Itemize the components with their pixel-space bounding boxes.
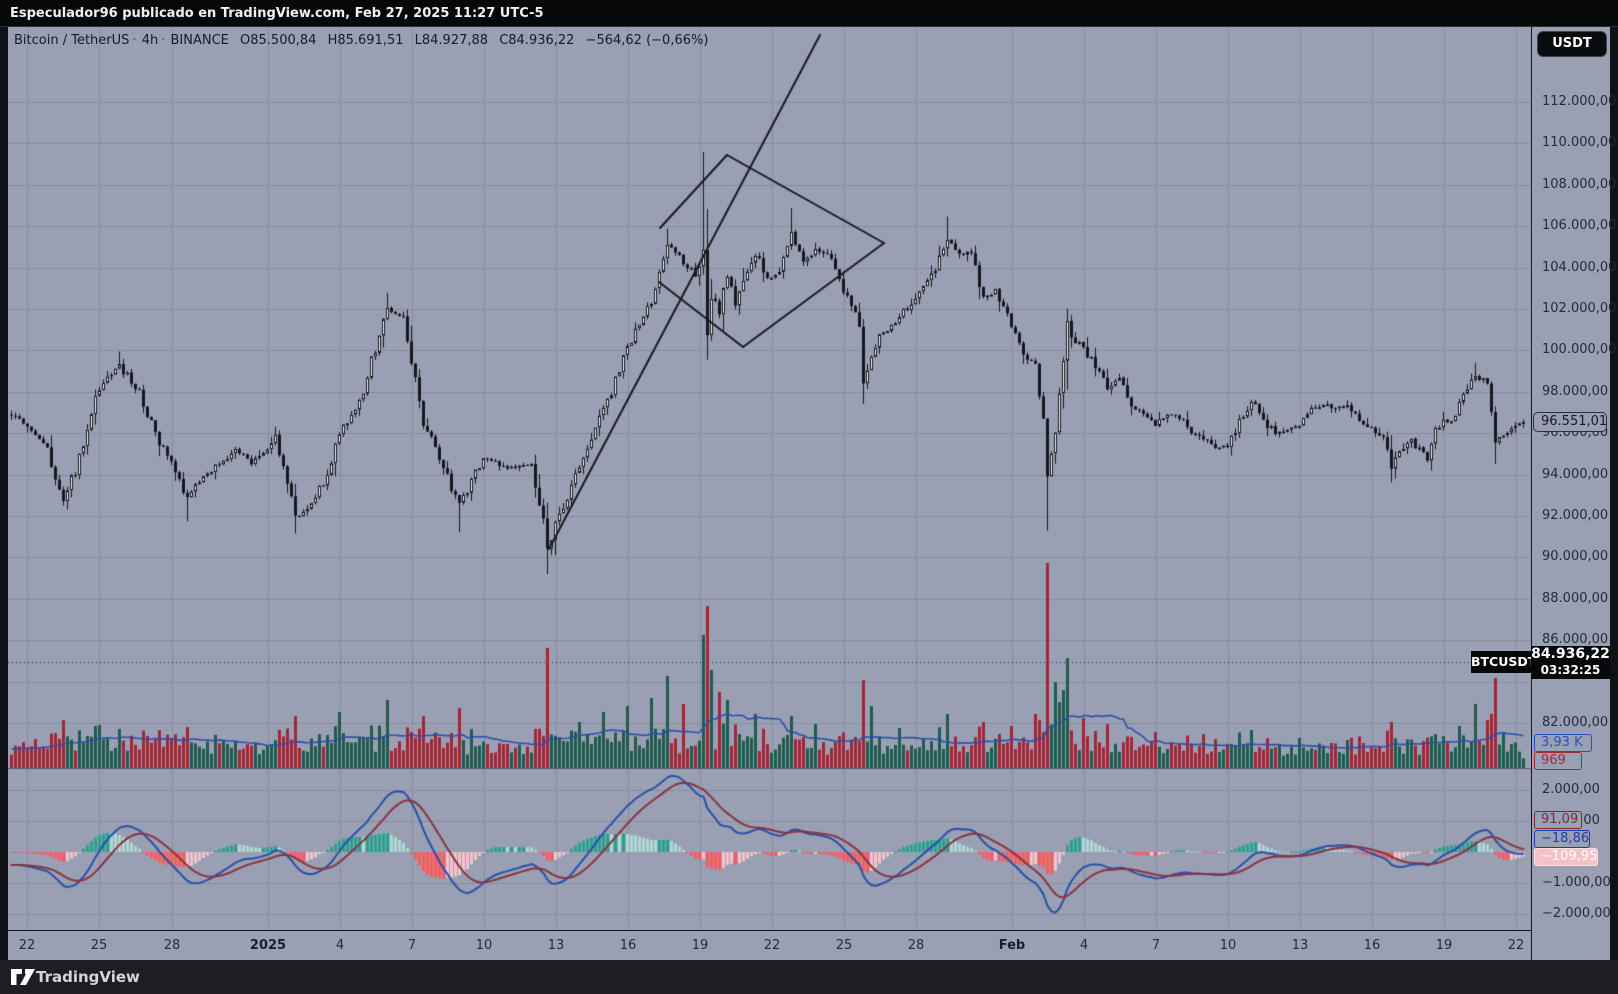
current-price-axis-label: 84.936,22 03:32:25 xyxy=(1531,646,1610,679)
time-tick-label: 28 xyxy=(163,938,181,953)
time-tick-label: 19 xyxy=(1435,938,1453,953)
time-tick-label: 7 xyxy=(407,938,417,953)
time-tick-label: 22 xyxy=(18,938,36,953)
time-tick-label: 22 xyxy=(1507,938,1525,953)
last-close-price-label: 96.551,01 xyxy=(1533,411,1607,432)
price-tick-label: 110.000,00 xyxy=(1542,135,1617,151)
time-tick-label: 4 xyxy=(335,938,345,953)
price-tick-label: 100.000,00 xyxy=(1542,342,1617,358)
currency-toggle-button[interactable]: USDT xyxy=(1537,31,1607,57)
time-tick-label: 25 xyxy=(835,938,853,953)
time-tick-label: 16 xyxy=(1363,938,1381,953)
price-tick-label: 112.000,00 xyxy=(1542,94,1617,109)
price-tick-label: 90.000,00 xyxy=(1542,549,1609,565)
price-tick-label: 104.000,00 xyxy=(1542,259,1617,275)
time-tick-label: 10 xyxy=(475,938,493,953)
price-tick-label: 86.000,00 xyxy=(1542,632,1609,648)
publish-info-bar: Especulador96 publicado en TradingView.c… xyxy=(0,0,1618,27)
time-tick-label: Feb xyxy=(998,938,1026,953)
macd-tick-label: 2.000,00 xyxy=(1542,782,1600,797)
ohlc-change: −564,62 (−0,66%) xyxy=(585,33,709,48)
time-tick-label: 4 xyxy=(1079,938,1089,953)
time-tick-label: 19 xyxy=(691,938,709,953)
symbol-title[interactable]: Bitcoin / TetherUS xyxy=(14,33,130,48)
price-tick-label: 82.000,00 xyxy=(1542,715,1609,730)
macd-signal-value-label: 91,09 xyxy=(1534,811,1582,829)
symbol-legend[interactable]: Bitcoin / TetherUS · 4h · BINANCE O85.500,… xyxy=(14,33,715,48)
price-tick-label: 108.000,00 xyxy=(1542,176,1617,192)
time-tick-label: 28 xyxy=(907,938,925,953)
macd-histogram-value-label: −109,95 xyxy=(1534,848,1598,866)
publish-info-text: Especulador96 publicado en TradingView.c… xyxy=(10,6,544,21)
macd-line-value-label: −18,86 xyxy=(1534,830,1590,848)
price-axis[interactable]: USDT 96.551,01 112.000,00 110.000,00 108.0… xyxy=(1531,27,1616,960)
time-tick-label: 16 xyxy=(619,938,637,953)
legend-separator: · xyxy=(161,33,166,48)
price-tick-label: 92.000,00 xyxy=(1542,508,1609,523)
time-tick-label: 13 xyxy=(547,938,565,953)
tradingview-logo-icon[interactable] xyxy=(10,968,36,986)
exchange-label[interactable]: BINANCE xyxy=(170,33,229,48)
ohlc-high: H85.691,51 xyxy=(327,33,404,48)
ohlc-low: L84.927,88 xyxy=(414,33,489,48)
price-tick-label: 102.000,00 xyxy=(1542,301,1617,316)
current-price-symbol-tag: BTCUSDT xyxy=(1471,651,1536,673)
time-tick-label: 7 xyxy=(1151,938,1161,953)
price-tick-label: 106.000,00 xyxy=(1542,218,1617,234)
volume-value-label: 969 xyxy=(1534,752,1582,770)
price-tick-label: 94.000,00 xyxy=(1542,466,1609,482)
time-tick-label: 2025 xyxy=(249,938,287,953)
time-tick-label: 10 xyxy=(1219,938,1237,953)
price-tick-label: 88.000,00 xyxy=(1542,590,1609,606)
chart-area: Bitcoin / TetherUS · 4h · BINANCE O85.500,… xyxy=(8,27,1531,930)
interval-label[interactable]: 4h xyxy=(141,33,159,48)
price-chart-canvas[interactable] xyxy=(8,27,1531,930)
time-tick-label: 22 xyxy=(763,938,781,953)
current-price-value: 84.936,22 xyxy=(1531,646,1610,662)
bar-countdown-timer: 03:32:25 xyxy=(1540,663,1601,677)
time-tick-label: 25 xyxy=(90,938,108,953)
time-axis[interactable]: 22 25 28 2025 4 7 10 13 16 19 22 25 28 Feb 4 7 10 13 16 19 2… xyxy=(8,930,1531,960)
time-tick-label: 13 xyxy=(1291,938,1309,953)
price-tick-label: 98.000,00 xyxy=(1542,383,1609,399)
macd-tick-label: −1.000,00 xyxy=(1542,875,1611,890)
macd-tick-label: −2.000,00 xyxy=(1542,906,1611,921)
footer-bar: TradingView xyxy=(0,960,1618,994)
ohlc-open: O85.500,84 xyxy=(240,33,317,48)
ohlc-close: C84.936,22 xyxy=(499,33,575,48)
tradingview-brand-text[interactable]: TradingView xyxy=(36,968,140,986)
legend-separator: · xyxy=(132,33,137,48)
volume-ma-value-label: 3,93 K xyxy=(1534,734,1592,752)
